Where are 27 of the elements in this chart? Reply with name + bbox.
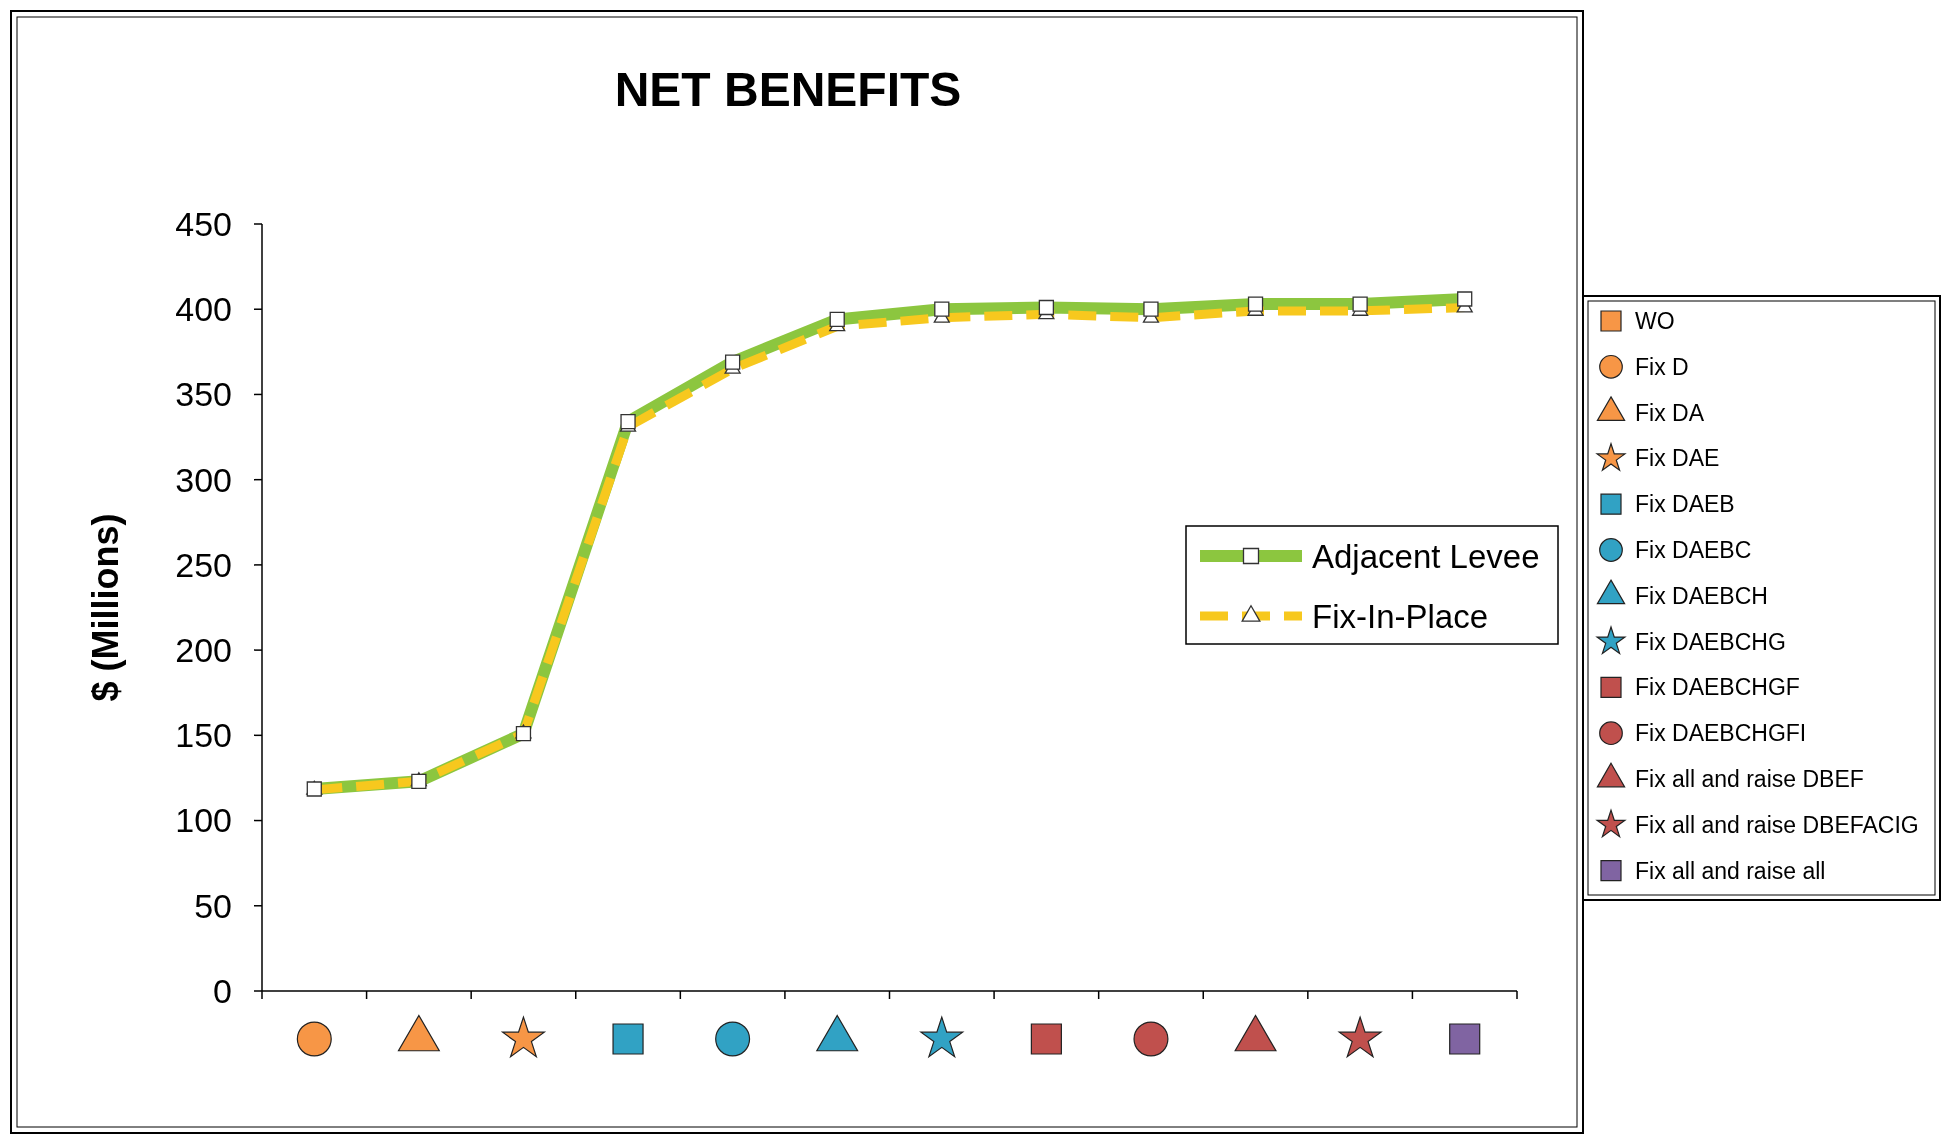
- y-tick-label: 50: [194, 886, 232, 925]
- text: Fix all and raise all: [1635, 857, 1826, 884]
- text: Fix all and raise DBEF: [1635, 766, 1864, 793]
- y-tick-label: 0: [213, 971, 232, 1010]
- text: Fix DAEBCHGFI: [1635, 720, 1807, 747]
- y-tick-label: 200: [175, 631, 232, 670]
- text: Fix DAEBCH: [1635, 582, 1768, 609]
- y-tick-label: 100: [175, 801, 232, 840]
- text: Fix DAEB: [1635, 491, 1735, 518]
- y-axis-title: $ (Millions): [85, 513, 126, 702]
- y-tick-label: 250: [175, 545, 232, 584]
- text: Fix DAEBC: [1635, 537, 1752, 564]
- text: Fix D: [1635, 353, 1689, 380]
- text: Fix DAE: [1635, 445, 1720, 472]
- y-tick-label: 300: [175, 460, 232, 499]
- text: Fix DA: [1635, 399, 1705, 426]
- y-tick-label: 450: [175, 204, 232, 243]
- legend-label: Adjacent Levee: [1312, 537, 1540, 575]
- text: WO: [1635, 308, 1675, 335]
- legend-label: Fix-In-Place: [1312, 597, 1489, 635]
- y-tick-label: 150: [175, 716, 232, 755]
- text: Fix DAEBCHGF: [1635, 674, 1800, 701]
- y-tick-label: 400: [175, 290, 232, 329]
- text: Fix all and raise DBEFACIG: [1635, 811, 1919, 838]
- chart-title: NET BENEFITS: [614, 63, 962, 116]
- text: Fix DAEBCHG: [1635, 628, 1786, 655]
- y-tick-label: 350: [175, 375, 232, 414]
